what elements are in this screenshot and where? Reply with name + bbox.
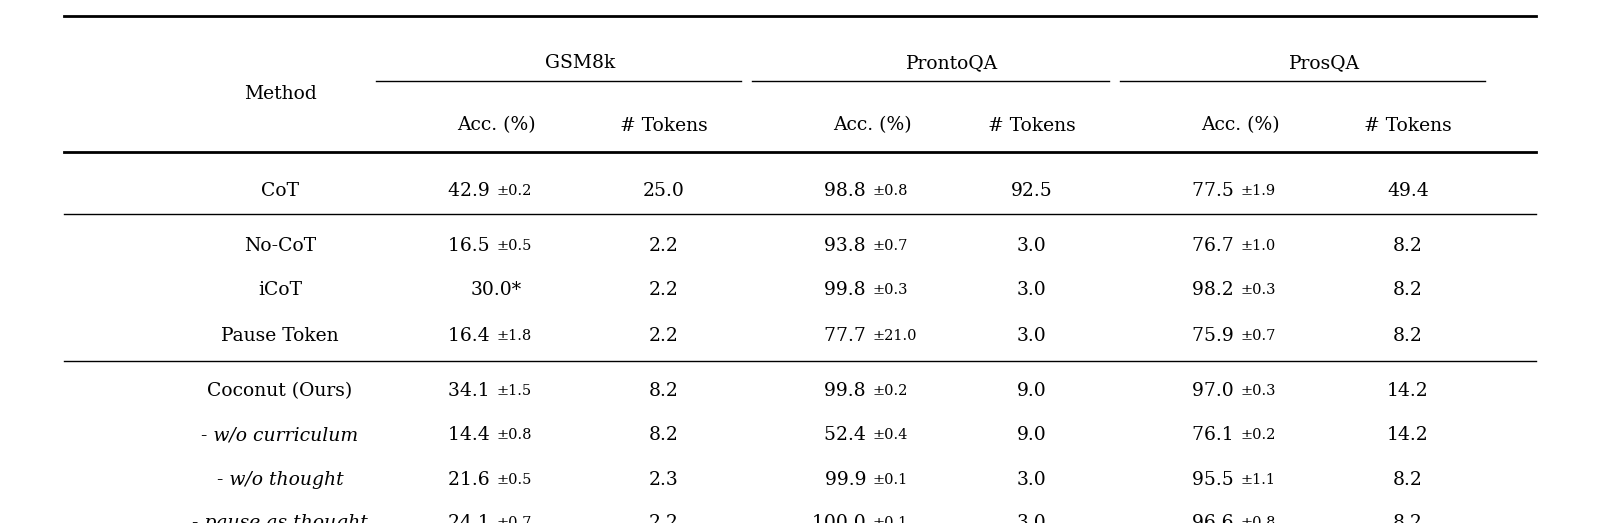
Text: ±0.8: ±0.8: [1240, 516, 1275, 523]
Text: 76.1: 76.1: [1192, 426, 1240, 444]
Text: ±1.1: ±1.1: [1240, 473, 1275, 486]
Text: 8.2: 8.2: [650, 426, 678, 444]
Text: CoT: CoT: [261, 182, 299, 200]
Text: 76.7: 76.7: [1192, 237, 1240, 255]
Text: 52.4: 52.4: [824, 426, 872, 444]
Text: 25.0: 25.0: [643, 182, 685, 200]
Text: GSM8k: GSM8k: [546, 54, 614, 72]
Text: 8.2: 8.2: [1394, 237, 1422, 255]
Text: 2.3: 2.3: [650, 471, 678, 488]
Text: Pause Token: Pause Token: [221, 327, 339, 345]
Text: 95.5: 95.5: [1192, 471, 1240, 488]
Text: ProsQA: ProsQA: [1288, 54, 1360, 72]
Text: # Tokens: # Tokens: [989, 117, 1075, 134]
Text: 24.1: 24.1: [448, 514, 496, 523]
Text: ±0.8: ±0.8: [496, 428, 531, 442]
Text: - w/o thought: - w/o thought: [216, 471, 344, 488]
Text: ±1.5: ±1.5: [496, 384, 531, 398]
Text: No-CoT: No-CoT: [243, 237, 317, 255]
Text: ±0.1: ±0.1: [872, 516, 907, 523]
Text: 9.0: 9.0: [1018, 426, 1046, 444]
Text: Coconut (Ours): Coconut (Ours): [208, 382, 352, 400]
Text: Acc. (%): Acc. (%): [1200, 117, 1280, 134]
Text: 77.5: 77.5: [1192, 182, 1240, 200]
Text: ±0.2: ±0.2: [496, 184, 531, 198]
Text: 77.7: 77.7: [824, 327, 872, 345]
Text: ±0.3: ±0.3: [1240, 283, 1275, 297]
Text: - w/o curriculum: - w/o curriculum: [202, 426, 358, 444]
Text: ±1.0: ±1.0: [1240, 239, 1275, 253]
Text: 30.0*: 30.0*: [470, 281, 522, 299]
Text: ±0.5: ±0.5: [496, 239, 531, 253]
Text: 14.4: 14.4: [448, 426, 496, 444]
Text: 99.9: 99.9: [824, 471, 872, 488]
Text: 21.6: 21.6: [448, 471, 496, 488]
Text: 75.9: 75.9: [1192, 327, 1240, 345]
Text: ±0.7: ±0.7: [1240, 329, 1275, 343]
Text: 8.2: 8.2: [1394, 281, 1422, 299]
Text: # Tokens: # Tokens: [1365, 117, 1451, 134]
Text: 2.2: 2.2: [650, 514, 678, 523]
Text: ±0.4: ±0.4: [872, 428, 907, 442]
Text: 98.8: 98.8: [824, 182, 872, 200]
Text: 99.8: 99.8: [824, 382, 872, 400]
Text: ±0.2: ±0.2: [872, 384, 907, 398]
Text: 92.5: 92.5: [1011, 182, 1053, 200]
Text: 3.0: 3.0: [1018, 237, 1046, 255]
Text: Method: Method: [243, 85, 317, 103]
Text: ±0.8: ±0.8: [872, 184, 907, 198]
Text: 97.0: 97.0: [1192, 382, 1240, 400]
Text: 8.2: 8.2: [650, 382, 678, 400]
Text: ±0.2: ±0.2: [1240, 428, 1275, 442]
Text: - pause as thought: - pause as thought: [192, 514, 368, 523]
Text: 42.9: 42.9: [448, 182, 496, 200]
Text: 16.4: 16.4: [448, 327, 496, 345]
Text: # Tokens: # Tokens: [621, 117, 707, 134]
Text: 9.0: 9.0: [1018, 382, 1046, 400]
Text: Acc. (%): Acc. (%): [456, 117, 536, 134]
Text: 2.2: 2.2: [650, 327, 678, 345]
Text: 3.0: 3.0: [1018, 471, 1046, 488]
Text: 3.0: 3.0: [1018, 327, 1046, 345]
Text: ±0.5: ±0.5: [496, 473, 531, 486]
Text: Acc. (%): Acc. (%): [832, 117, 912, 134]
Text: 49.4: 49.4: [1387, 182, 1429, 200]
Text: 14.2: 14.2: [1387, 426, 1429, 444]
Text: 98.2: 98.2: [1192, 281, 1240, 299]
Text: ±0.7: ±0.7: [872, 239, 907, 253]
Text: 8.2: 8.2: [1394, 327, 1422, 345]
Text: ±0.1: ±0.1: [872, 473, 907, 486]
Text: 100.0: 100.0: [813, 514, 872, 523]
Text: ±21.0: ±21.0: [872, 329, 917, 343]
Text: 14.2: 14.2: [1387, 382, 1429, 400]
Text: ±0.3: ±0.3: [872, 283, 907, 297]
Text: 8.2: 8.2: [1394, 471, 1422, 488]
Text: ±0.3: ±0.3: [1240, 384, 1275, 398]
Text: 3.0: 3.0: [1018, 281, 1046, 299]
Text: 34.1: 34.1: [448, 382, 496, 400]
Text: iCoT: iCoT: [258, 281, 302, 299]
Text: 16.5: 16.5: [448, 237, 496, 255]
Text: 8.2: 8.2: [1394, 514, 1422, 523]
Text: 2.2: 2.2: [650, 281, 678, 299]
Text: 96.6: 96.6: [1192, 514, 1240, 523]
Text: ±1.8: ±1.8: [496, 329, 531, 343]
Text: ±1.9: ±1.9: [1240, 184, 1275, 198]
Text: ProntoQA: ProntoQA: [906, 54, 998, 72]
Text: 93.8: 93.8: [824, 237, 872, 255]
Text: 99.8: 99.8: [824, 281, 872, 299]
Text: 3.0: 3.0: [1018, 514, 1046, 523]
Text: ±0.7: ±0.7: [496, 516, 531, 523]
Text: 2.2: 2.2: [650, 237, 678, 255]
